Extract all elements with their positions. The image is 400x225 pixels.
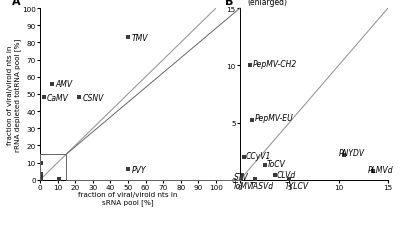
Text: ToCV: ToCV	[267, 160, 286, 169]
Bar	[40, 154, 66, 180]
Y-axis label: fraction of viral/viroid nts in
rRNA depleted totRNA pool [%]: fraction of viral/viroid nts in rRNA dep…	[7, 38, 20, 151]
Text: STV: STV	[234, 172, 249, 181]
Text: CSNV: CSNV	[82, 93, 104, 102]
Text: PNYDV: PNYDV	[339, 148, 365, 157]
Text: CCyV1: CCyV1	[246, 152, 271, 161]
Text: PVY: PVY	[132, 165, 146, 174]
Text: CLVd: CLVd	[276, 170, 296, 179]
Text: PLMVd: PLMVd	[368, 165, 394, 174]
Text: TMV: TMV	[132, 34, 148, 43]
Text: PepMV-CH2: PepMV-CH2	[253, 59, 297, 68]
Text: CaMV: CaMV	[47, 93, 69, 102]
Text: ToMV: ToMV	[233, 181, 253, 190]
Text: (enlarged): (enlarged)	[247, 0, 287, 7]
Text: PepMV-EU: PepMV-EU	[255, 114, 294, 123]
Text: B: B	[225, 0, 234, 7]
Text: AMV: AMV	[56, 80, 73, 89]
Text: A: A	[12, 0, 20, 7]
X-axis label: fraction of viral/viroid nts in
sRNA pool [%]: fraction of viral/viroid nts in sRNA poo…	[78, 191, 178, 205]
Text: TASVd: TASVd	[250, 181, 274, 190]
Text: TYLCV: TYLCV	[284, 181, 308, 190]
